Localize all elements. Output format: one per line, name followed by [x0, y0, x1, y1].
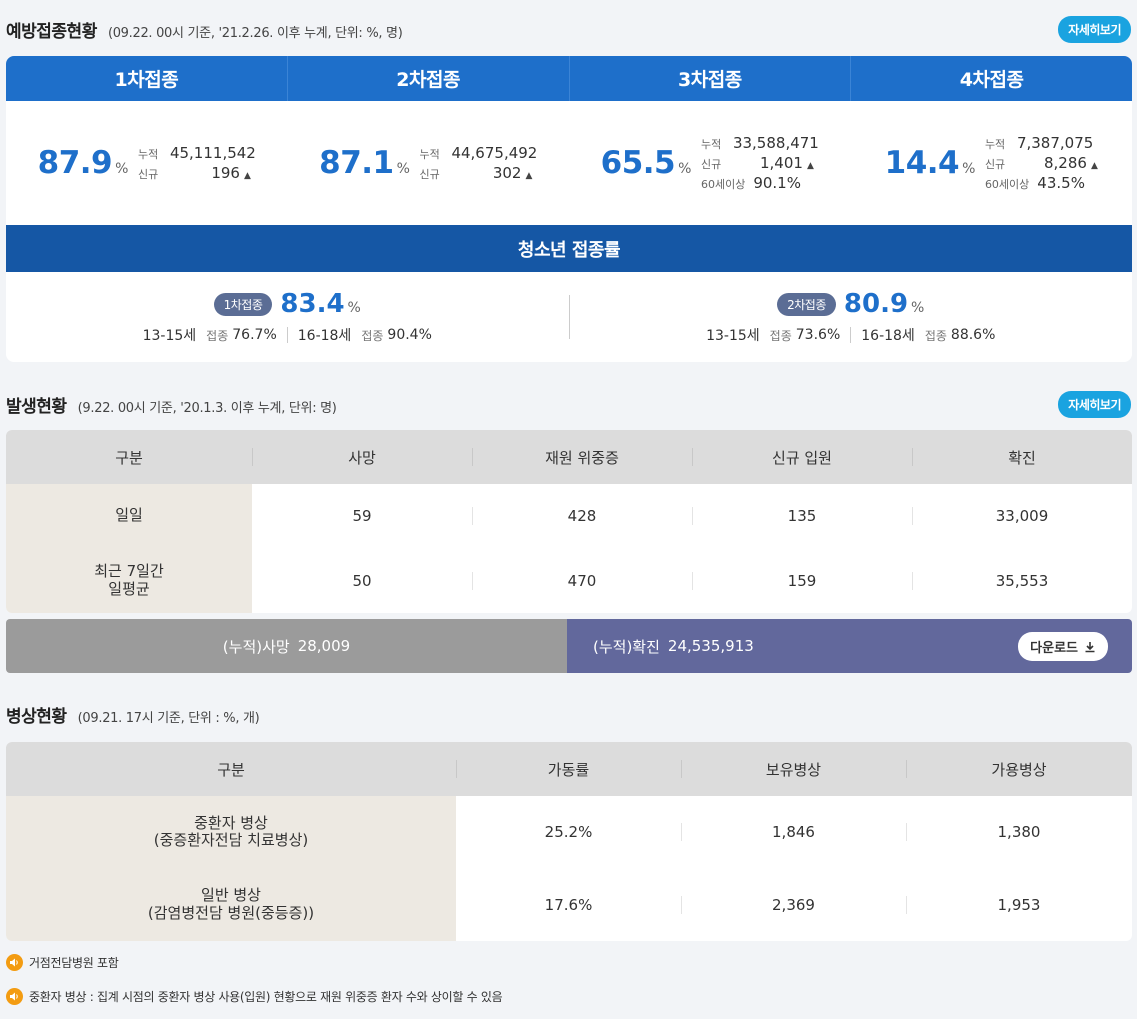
cumulative-bar: (누적)사망 28,009 (누적)확진 24,535,913 다운로드 [6, 619, 1132, 673]
dose-rate: 14.4% [884, 145, 976, 181]
dose-rate: 65.5% [600, 145, 692, 181]
teen-dose-1: 1차접종 83.4% 13-15세 접종 76.7% 16-18세 접종 90.… [6, 289, 569, 345]
table-header: 구분 사망 재원 위중증 신규 입원 확진 [6, 430, 1132, 484]
teen-age-groups: 13-15세 접종 73.6% 16-18세 접종 88.6% [706, 327, 996, 344]
dose-stats: 누적 45,111,542 신규 196 ▲ [138, 144, 256, 182]
outbreak-subtitle: (9.22. 00시 기준, '20.1.3. 이후 누계, 단위: 명) [77, 400, 337, 416]
teen-body: 1차접종 83.4% 13-15세 접종 76.7% 16-18세 접종 90.… [6, 272, 1132, 362]
stat-over-60: 60세이상 90.1% [700, 174, 801, 192]
up-arrow-icon: ▲ [243, 171, 251, 181]
teen-rate: 80.9% [843, 289, 925, 319]
vaccination-card: 1차접종 2차접종 3차접종 4차접종 87.9% 누적 45,111,542 신… [6, 56, 1132, 362]
vaccination-detail-button[interactable]: 자세히보기 [1058, 15, 1131, 43]
stat-over-60: 60세이상 43.5% [984, 174, 1085, 192]
table-row: 일반 병상 (감염병전담 병원(중등증)) 17.6% 2,369 1,953 [6, 868, 1132, 941]
dose-header-2: 2차접종 [288, 56, 570, 101]
teen-age-groups: 13-15세 접종 76.7% 16-18세 접종 90.4% [142, 327, 432, 344]
dose-rate: 87.9% [37, 145, 129, 181]
up-arrow-icon: ▲ [1090, 161, 1098, 171]
outbreak-table: 구분 사망 재원 위중증 신규 입원 확진 일일 59 428 135 33,0… [6, 430, 1132, 613]
dose-cell-3: 65.5% 누적 33,588,471 신규 1,401 ▲ 60세이상 90.1% [569, 101, 851, 225]
vaccination-title: 예방접종현황 [6, 21, 97, 42]
table-row: 중환자 병상 (중증환자전담 치료병상) 25.2% 1,846 1,380 [6, 796, 1132, 868]
speaker-icon [6, 987, 23, 1005]
vaccination-subtitle: (09.22. 00시 기준, '21.2.26. 이후 누계, 단위: %, … [107, 25, 403, 41]
outbreak-detail-button[interactable]: 자세히보기 [1058, 390, 1131, 418]
dose-header-4: 4차접종 [959, 69, 1024, 91]
table-row: 일일 59 428 135 33,009 [6, 484, 1132, 548]
dose-body: 87.9% 누적 45,111,542 신규 196 ▲ 87.1% 누적 44,675… [6, 101, 1132, 225]
outbreak-title: 발생현황 [6, 396, 67, 417]
stat-cumulative: 누적 44,675,492 [419, 144, 538, 162]
dose-header-1: 1차접종 [6, 56, 288, 101]
cumulative-confirmed: (누적)확진 24,535,913 다운로드 [567, 619, 1132, 673]
teen-badge: 1차접종 [213, 292, 273, 316]
stat-cumulative: 누적 33,588,471 [700, 134, 819, 152]
outbreak-header: 발생현황 (9.22. 00시 기준, '20.1.3. 이후 누계, 단위: … [6, 389, 1131, 419]
stat-new: 신규 302 ▲ [419, 164, 533, 182]
stat-cumulative: 누적 7,387,075 [984, 134, 1094, 152]
dose-stats: 누적 33,588,471 신규 1,401 ▲ 60세이상 90.1% [701, 134, 819, 192]
stat-new: 신규 196 ▲ [137, 164, 251, 182]
speaker-icon [6, 953, 23, 971]
dose-rate: 87.1% [319, 145, 410, 181]
stat-new: 신규 8,286 ▲ [984, 154, 1098, 172]
download-button[interactable]: 다운로드 [1018, 632, 1108, 661]
beds-subtitle: (09.21. 17시 기준, 단위 : %, 개) [77, 710, 260, 726]
stat-cumulative: 누적 45,111,542 [137, 144, 256, 162]
dose-stats: 누적 44,675,492 신규 302 ▲ [419, 144, 537, 182]
beds-table: 구분 가동률 보유병상 가용병상 중환자 병상 (중증환자전담 치료병상) 25… [6, 742, 1132, 941]
table-header: 구분 가동률 보유병상 가용병상 [6, 742, 1132, 796]
cumulative-death: (누적)사망 28,009 [6, 619, 567, 673]
divider [568, 295, 570, 339]
dose-header-3: 3차접종 [570, 56, 852, 101]
dose-cell-4: 14.4% 누적 7,387,075 신규 8,286 ▲ 60세이상 43.5% [851, 101, 1133, 225]
up-arrow-icon: ▲ [806, 161, 814, 171]
teen-title: 청소년 접종률 [6, 225, 1132, 272]
vaccination-header: 예방접종현황 (09.22. 00시 기준, '21.2.26. 이후 누계, … [6, 14, 1131, 44]
notes: 거점전담병원 포함 중환자 병상 : 집계 시점의 중환자 병상 사용(입원) … [6, 951, 503, 1019]
up-arrow-icon: ▲ [525, 171, 533, 181]
dose-headers: 1차접종 2차접종 3차접종 4차접종 [6, 56, 1132, 101]
note-item: 중환자 병상 : 집계 시점의 중환자 병상 사용(입원) 현황으로 재원 위중… [6, 985, 503, 1007]
teen-dose-2: 2차접종 80.9% 13-15세 접종 73.6% 16-18세 접종 88.… [570, 289, 1133, 345]
table-row: 최근 7일간 일평균 50 470 159 35,553 [6, 548, 1132, 613]
beds-title: 병상현황 [6, 706, 67, 727]
dose-cell-1: 87.9% 누적 45,111,542 신규 196 ▲ [6, 101, 288, 225]
beds-header: 병상현황 (09.21. 17시 기준, 단위 : %, 개) [6, 701, 1131, 727]
download-icon [1085, 641, 1095, 652]
dose-stats: 누적 7,387,075 신규 8,286 ▲ 60세이상 43.5% [985, 134, 1098, 192]
dose-cell-2: 87.1% 누적 44,675,492 신규 302 ▲ [288, 101, 570, 225]
note-item: 거점전담병원 포함 [6, 951, 502, 973]
teen-rate: 83.4% [280, 289, 361, 319]
stat-new: 신규 1,401 ▲ [700, 154, 814, 172]
teen-badge: 2차접종 [777, 292, 836, 316]
